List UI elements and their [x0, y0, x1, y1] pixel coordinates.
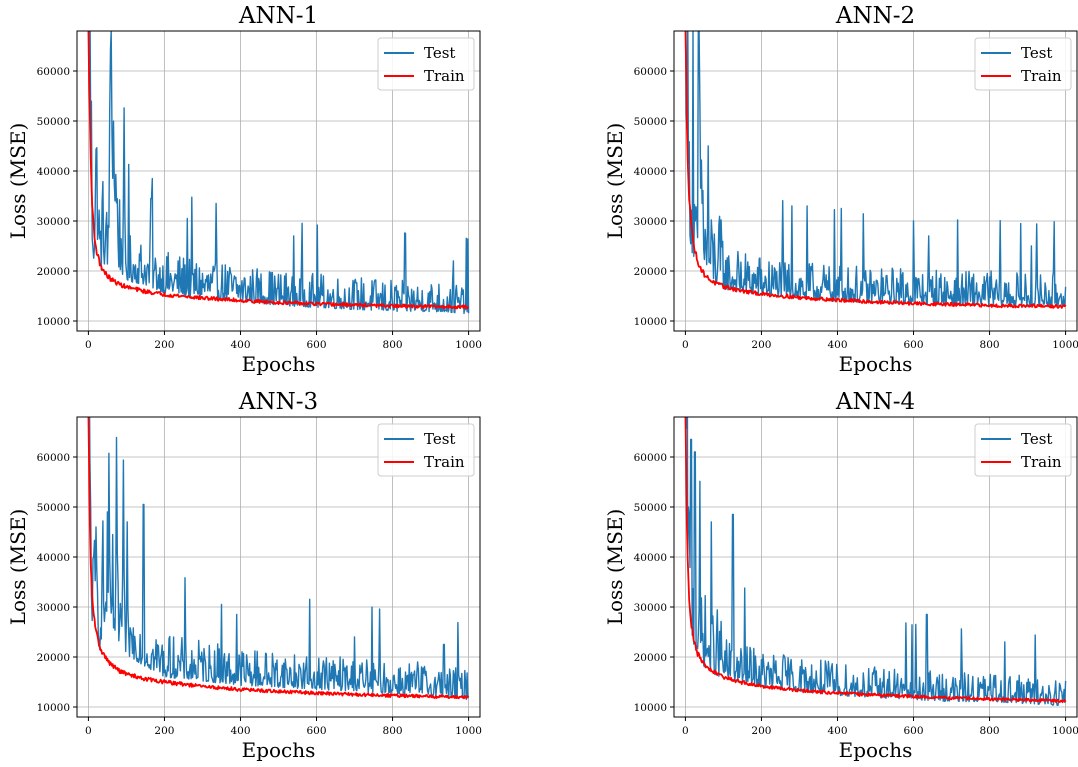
plot-area	[87, 31, 470, 315]
y-tick-label: 60000	[37, 452, 70, 464]
axes-frame	[673, 416, 1078, 718]
chart-title: ANN-4	[835, 389, 915, 415]
chart-svg-2: 0 200 400 600 800 1000 10000 20000 30000 40000 500…	[603, 3, 1078, 376]
axes-frame	[76, 416, 481, 718]
y-axis-label: Loss (MSE)	[603, 123, 627, 240]
x-tick-label: 400	[827, 725, 847, 737]
legend: Test Train	[377, 37, 475, 91]
chart-title: ANN-2	[835, 3, 915, 29]
chart-svg-1: 0 200 400 600 800 1000 10000 20000 30000 40000 500…	[6, 3, 482, 376]
y-axis-label: Loss (MSE)	[6, 509, 30, 626]
legend-label-test: Test	[424, 430, 455, 448]
chart-panel-2: 0 200 400 600 800 1000 10000 20000 30000 40000 500…	[597, 0, 1078, 385]
y-tick-label: 10000	[37, 702, 70, 714]
y-tick-label: 40000	[634, 166, 667, 178]
x-tick-label: 600	[306, 339, 326, 351]
y-tick-label: 50000	[37, 502, 70, 514]
x-tick-label: 800	[980, 725, 1000, 737]
x-tick-label: 600	[903, 725, 923, 737]
y-tick-label: 10000	[634, 702, 667, 714]
legend-label-test: Test	[424, 44, 455, 62]
legend-label-train: Train	[1021, 453, 1062, 471]
chart-title: ANN-3	[238, 389, 318, 415]
x-tick-label: 600	[306, 725, 326, 737]
x-tick-label: 600	[903, 339, 923, 351]
chart-title: ANN-1	[238, 3, 318, 29]
x-axis-label: Epochs	[242, 352, 316, 376]
plot-area	[87, 417, 470, 700]
x-tick-label: 800	[980, 339, 1000, 351]
chart-svg-4: 0 200 400 600 800 1000 10000 20000 30000 40000 500…	[603, 389, 1078, 762]
legend-label-test: Test	[1021, 430, 1052, 448]
series-line-test	[88, 31, 470, 315]
x-tick-label: 1000	[455, 725, 482, 737]
series-line-test	[685, 417, 1067, 706]
y-tick-label: 10000	[37, 316, 70, 328]
y-tick-label: 60000	[37, 66, 70, 78]
y-tick-label: 30000	[634, 216, 667, 228]
x-tick-label: 800	[383, 339, 403, 351]
x-tick-label: 200	[154, 339, 174, 351]
legend-label-train: Train	[1021, 67, 1062, 85]
y-tick-label: 40000	[37, 552, 70, 564]
plot-area	[684, 417, 1067, 706]
chart-panel-1: 0 200 400 600 800 1000 10000 20000 30000 40000 500…	[0, 0, 539, 385]
series-line-train	[87, 31, 469, 310]
x-tick-label: 400	[230, 725, 250, 737]
y-tick-label: 30000	[37, 602, 70, 614]
y-tick-label: 20000	[634, 652, 667, 664]
series-line-test	[685, 31, 1067, 308]
x-tick-label: 200	[154, 725, 174, 737]
x-tick-label: 1000	[1052, 725, 1078, 737]
x-tick-label: 1000	[1052, 339, 1078, 351]
legend-label-train: Train	[424, 67, 465, 85]
y-tick-label: 50000	[634, 116, 667, 128]
axes-frame	[76, 30, 481, 332]
legend: Test Train	[974, 37, 1072, 91]
x-tick-label: 200	[751, 339, 771, 351]
x-tick-label: 800	[383, 725, 403, 737]
y-tick-label: 20000	[37, 652, 70, 664]
y-tick-label: 10000	[634, 316, 667, 328]
y-tick-label: 40000	[37, 166, 70, 178]
y-tick-label: 30000	[634, 602, 667, 614]
y-axis-label: Loss (MSE)	[603, 509, 627, 626]
legend-label-test: Test	[1021, 44, 1052, 62]
x-axis-label: Epochs	[839, 352, 913, 376]
legend: Test Train	[377, 423, 475, 477]
y-tick-label: 40000	[634, 552, 667, 564]
x-tick-label: 200	[751, 725, 771, 737]
series-line-train	[87, 417, 469, 700]
x-tick-label: 0	[85, 725, 92, 737]
x-tick-label: 1000	[455, 339, 482, 351]
y-tick-label: 20000	[37, 266, 70, 278]
x-tick-label: 400	[827, 339, 847, 351]
chart-panel-3: 0 200 400 600 800 1000 10000 20000 30000 40000 500…	[0, 386, 539, 767]
chart-panel-4: 0 200 400 600 800 1000 10000 20000 30000 40000 500…	[597, 386, 1078, 767]
chart-svg-3: 0 200 400 600 800 1000 10000 20000 30000 40000 500…	[6, 389, 482, 762]
y-tick-label: 30000	[37, 216, 70, 228]
series-line-test	[88, 417, 470, 700]
axes-frame	[673, 30, 1078, 332]
x-tick-label: 400	[230, 339, 250, 351]
y-tick-label: 50000	[634, 502, 667, 514]
plot-area	[684, 31, 1067, 309]
y-axis-label: Loss (MSE)	[6, 123, 30, 240]
x-tick-label: 0	[682, 339, 689, 351]
y-tick-label: 50000	[37, 116, 70, 128]
x-axis-label: Epochs	[242, 738, 316, 762]
x-tick-label: 0	[682, 725, 689, 737]
x-tick-label: 0	[85, 339, 92, 351]
y-tick-label: 60000	[634, 66, 667, 78]
legend-label-train: Train	[424, 453, 465, 471]
series-line-train	[684, 417, 1067, 704]
y-tick-label: 20000	[634, 266, 667, 278]
series-line-train	[684, 31, 1067, 309]
y-tick-label: 60000	[634, 452, 667, 464]
legend: Test Train	[974, 423, 1072, 477]
x-axis-label: Epochs	[839, 738, 913, 762]
